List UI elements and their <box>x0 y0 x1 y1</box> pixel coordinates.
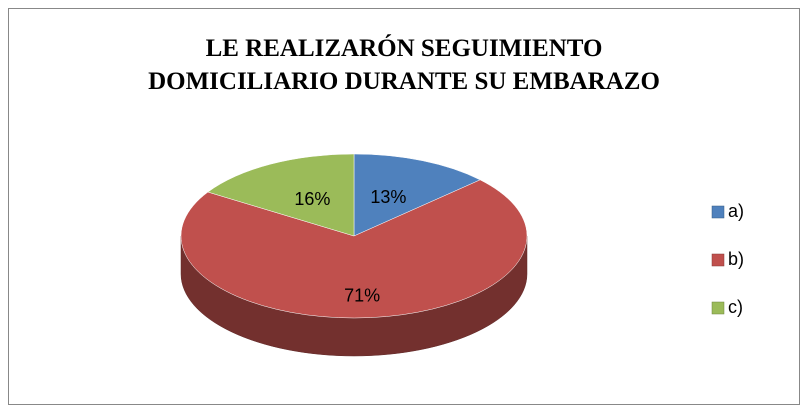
chart-title: LE REALIZARÓN SEGUIMIENTO <box>206 34 603 62</box>
pie-slice <box>353 153 481 237</box>
data-label: 13% <box>370 187 406 207</box>
legend-label: c) <box>728 297 743 317</box>
pie-slice <box>180 179 528 319</box>
legend-swatch <box>711 253 725 267</box>
data-label: 71% <box>344 286 380 306</box>
legend-label: a) <box>728 201 744 221</box>
legend-swatch <box>711 205 725 219</box>
legend-label: b) <box>728 249 744 269</box>
legend-swatch <box>711 301 725 315</box>
data-label: 16% <box>294 189 330 209</box>
chart-title: DOMICILIARIO DURANTE SU EMBARAZO <box>148 68 660 95</box>
pie-slice <box>207 153 355 237</box>
